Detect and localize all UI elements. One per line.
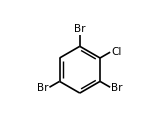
Text: Cl: Cl <box>111 47 121 57</box>
Text: Br: Br <box>111 83 122 93</box>
Text: Br: Br <box>74 24 86 34</box>
Text: Br: Br <box>37 83 49 93</box>
